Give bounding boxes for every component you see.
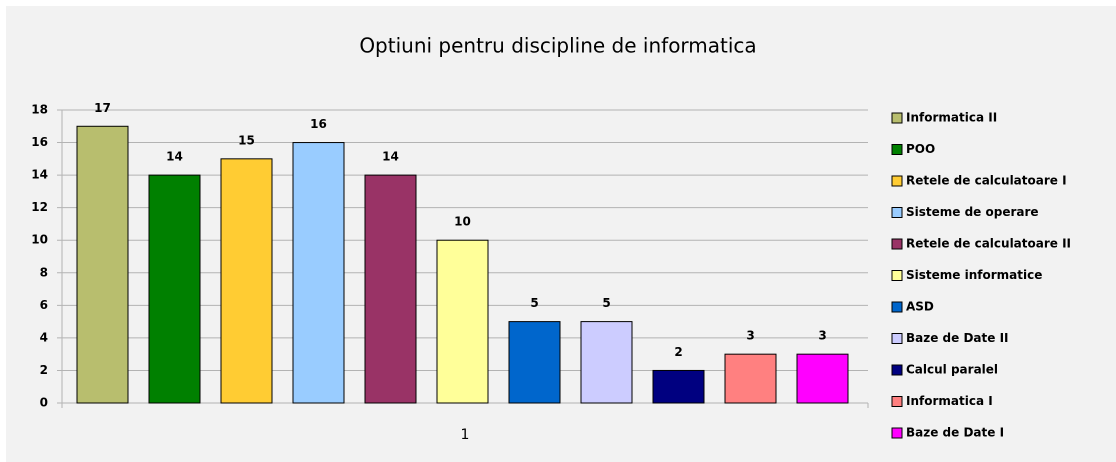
legend-swatch	[891, 238, 903, 250]
legend-label: Retele de calculatoare II	[906, 237, 1071, 251]
data-label: 14	[382, 150, 399, 164]
y-tick-label: 4	[40, 330, 48, 344]
legend-swatch	[891, 301, 903, 313]
bar	[580, 321, 633, 404]
x-tick-label: 1	[461, 427, 470, 443]
legend-swatch	[891, 396, 903, 407]
legend-label: Sisteme de operare	[906, 205, 1039, 219]
bar	[436, 239, 489, 404]
data-label: 5	[530, 296, 538, 310]
bar	[364, 174, 417, 404]
legend-label: Retele de calculatoare I	[906, 174, 1067, 188]
legend-label: ASD	[906, 300, 934, 314]
y-tick-label: 14	[31, 168, 48, 182]
data-label: 10	[454, 215, 471, 229]
y-tick-label: 16	[31, 135, 48, 149]
bar	[148, 174, 201, 404]
y-tick-label: 18	[31, 103, 48, 117]
legend-swatch	[891, 207, 903, 218]
legend-label: Baze de Date I	[906, 426, 1004, 440]
legend-swatch	[891, 333, 903, 344]
data-label: 3	[818, 329, 826, 343]
chart-title: Optiuni pentru discipline de informatica	[359, 34, 756, 58]
bar	[724, 353, 777, 404]
data-label: 3	[746, 329, 754, 343]
legend-swatch	[891, 112, 903, 124]
data-label: 5	[602, 296, 610, 310]
data-label: 16	[310, 117, 327, 131]
y-tick-label: 12	[31, 200, 48, 214]
y-tick-label: 8	[40, 265, 48, 279]
y-tick-label: 0	[40, 396, 48, 410]
bar	[796, 353, 849, 404]
bar	[76, 125, 129, 404]
data-label: 2	[674, 345, 682, 359]
legend-swatch	[891, 270, 903, 281]
legend-label: POO	[906, 142, 935, 156]
legend-swatch	[891, 427, 903, 439]
legend-label: Informatica I	[906, 394, 993, 408]
legend-swatch	[891, 144, 903, 155]
bar	[508, 321, 561, 404]
legend-label: Sisteme informatice	[906, 268, 1042, 282]
y-tick-label: 6	[40, 298, 48, 312]
y-tick-label: 10	[31, 233, 48, 247]
legend-swatch	[891, 364, 903, 376]
bar	[652, 369, 705, 404]
y-tick-label: 2	[40, 363, 48, 377]
legend-swatch	[891, 175, 903, 187]
data-label: 17	[94, 101, 111, 115]
legend-label: Calcul paralel	[906, 363, 998, 377]
bar	[220, 158, 273, 404]
bar	[292, 142, 345, 404]
legend-label: Informatica II	[906, 111, 997, 125]
data-label: 14	[166, 150, 183, 164]
data-label: 15	[238, 133, 255, 147]
legend-label: Baze de Date II	[906, 331, 1009, 345]
